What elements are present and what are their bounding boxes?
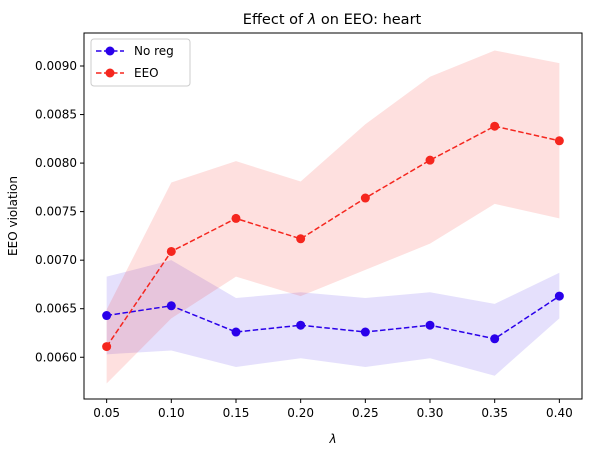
x-tick-label: 0.15 bbox=[223, 406, 250, 420]
band-no-reg bbox=[106, 260, 560, 376]
point-eeo bbox=[425, 155, 435, 165]
legend-label-eeo: EEO bbox=[134, 66, 159, 80]
y-tick-label: 0.0065 bbox=[35, 302, 77, 316]
point-eeo bbox=[296, 234, 306, 244]
legend-marker-no-reg bbox=[105, 46, 115, 56]
point-eeo bbox=[360, 193, 370, 203]
x-tick-label: 0.05 bbox=[93, 406, 120, 420]
chart-title: Effect of λ on EEO: heart bbox=[243, 12, 422, 28]
series-lines bbox=[106, 125, 560, 348]
point-no-reg bbox=[296, 320, 306, 330]
y-tick-label: 0.0080 bbox=[35, 156, 77, 170]
point-eeo bbox=[490, 121, 500, 131]
point-no-reg bbox=[360, 327, 370, 337]
y-axis-label: EEO violation bbox=[6, 176, 20, 256]
point-no-reg bbox=[554, 291, 564, 301]
y-tick-label: 0.0070 bbox=[35, 253, 77, 267]
point-eeo bbox=[554, 136, 564, 146]
chart-title-prefix: Effect of bbox=[243, 12, 308, 28]
line-eeo bbox=[106, 125, 560, 348]
y-tick-label: 0.0090 bbox=[35, 59, 77, 73]
confidence-bands bbox=[106, 50, 560, 384]
point-no-reg bbox=[166, 301, 176, 311]
point-no-reg bbox=[490, 334, 500, 344]
series-markers bbox=[102, 121, 564, 352]
x-tick-label: 0.25 bbox=[352, 406, 379, 420]
point-eeo bbox=[102, 342, 112, 352]
point-no-reg bbox=[102, 311, 112, 321]
x-tick-label: 0.20 bbox=[287, 406, 314, 420]
point-no-reg bbox=[425, 320, 435, 330]
point-eeo bbox=[231, 213, 241, 223]
chart-title-suffix: on EEO: heart bbox=[316, 12, 421, 28]
point-no-reg bbox=[231, 327, 241, 337]
plot-frame bbox=[83, 32, 583, 400]
x-axis-label: λ bbox=[328, 432, 336, 446]
x-tick-label: 0.10 bbox=[158, 406, 185, 420]
y-tick-label: 0.0060 bbox=[35, 350, 77, 364]
line-no-reg bbox=[106, 295, 560, 340]
x-axis-ticks: 0.05 0.10 0.15 0.20 0.25 0.30 0.35 0.40 bbox=[93, 399, 573, 420]
band-eeo bbox=[106, 50, 560, 384]
legend-label-no-reg: No reg bbox=[134, 44, 174, 58]
x-tick-label: 0.35 bbox=[481, 406, 508, 420]
x-tick-label: 0.40 bbox=[546, 406, 573, 420]
chart-title-symbol: λ bbox=[307, 12, 317, 28]
y-axis-ticks: 0.0060 0.0065 0.0070 0.0075 0.0080 0.0085 0.00… bbox=[35, 59, 84, 364]
y-tick-label: 0.0075 bbox=[35, 205, 77, 219]
legend: No reg EEO bbox=[90, 38, 191, 87]
x-tick-label: 0.30 bbox=[417, 406, 444, 420]
legend-marker-eeo bbox=[105, 68, 115, 78]
point-eeo bbox=[166, 246, 176, 256]
y-tick-label: 0.0085 bbox=[35, 108, 77, 122]
